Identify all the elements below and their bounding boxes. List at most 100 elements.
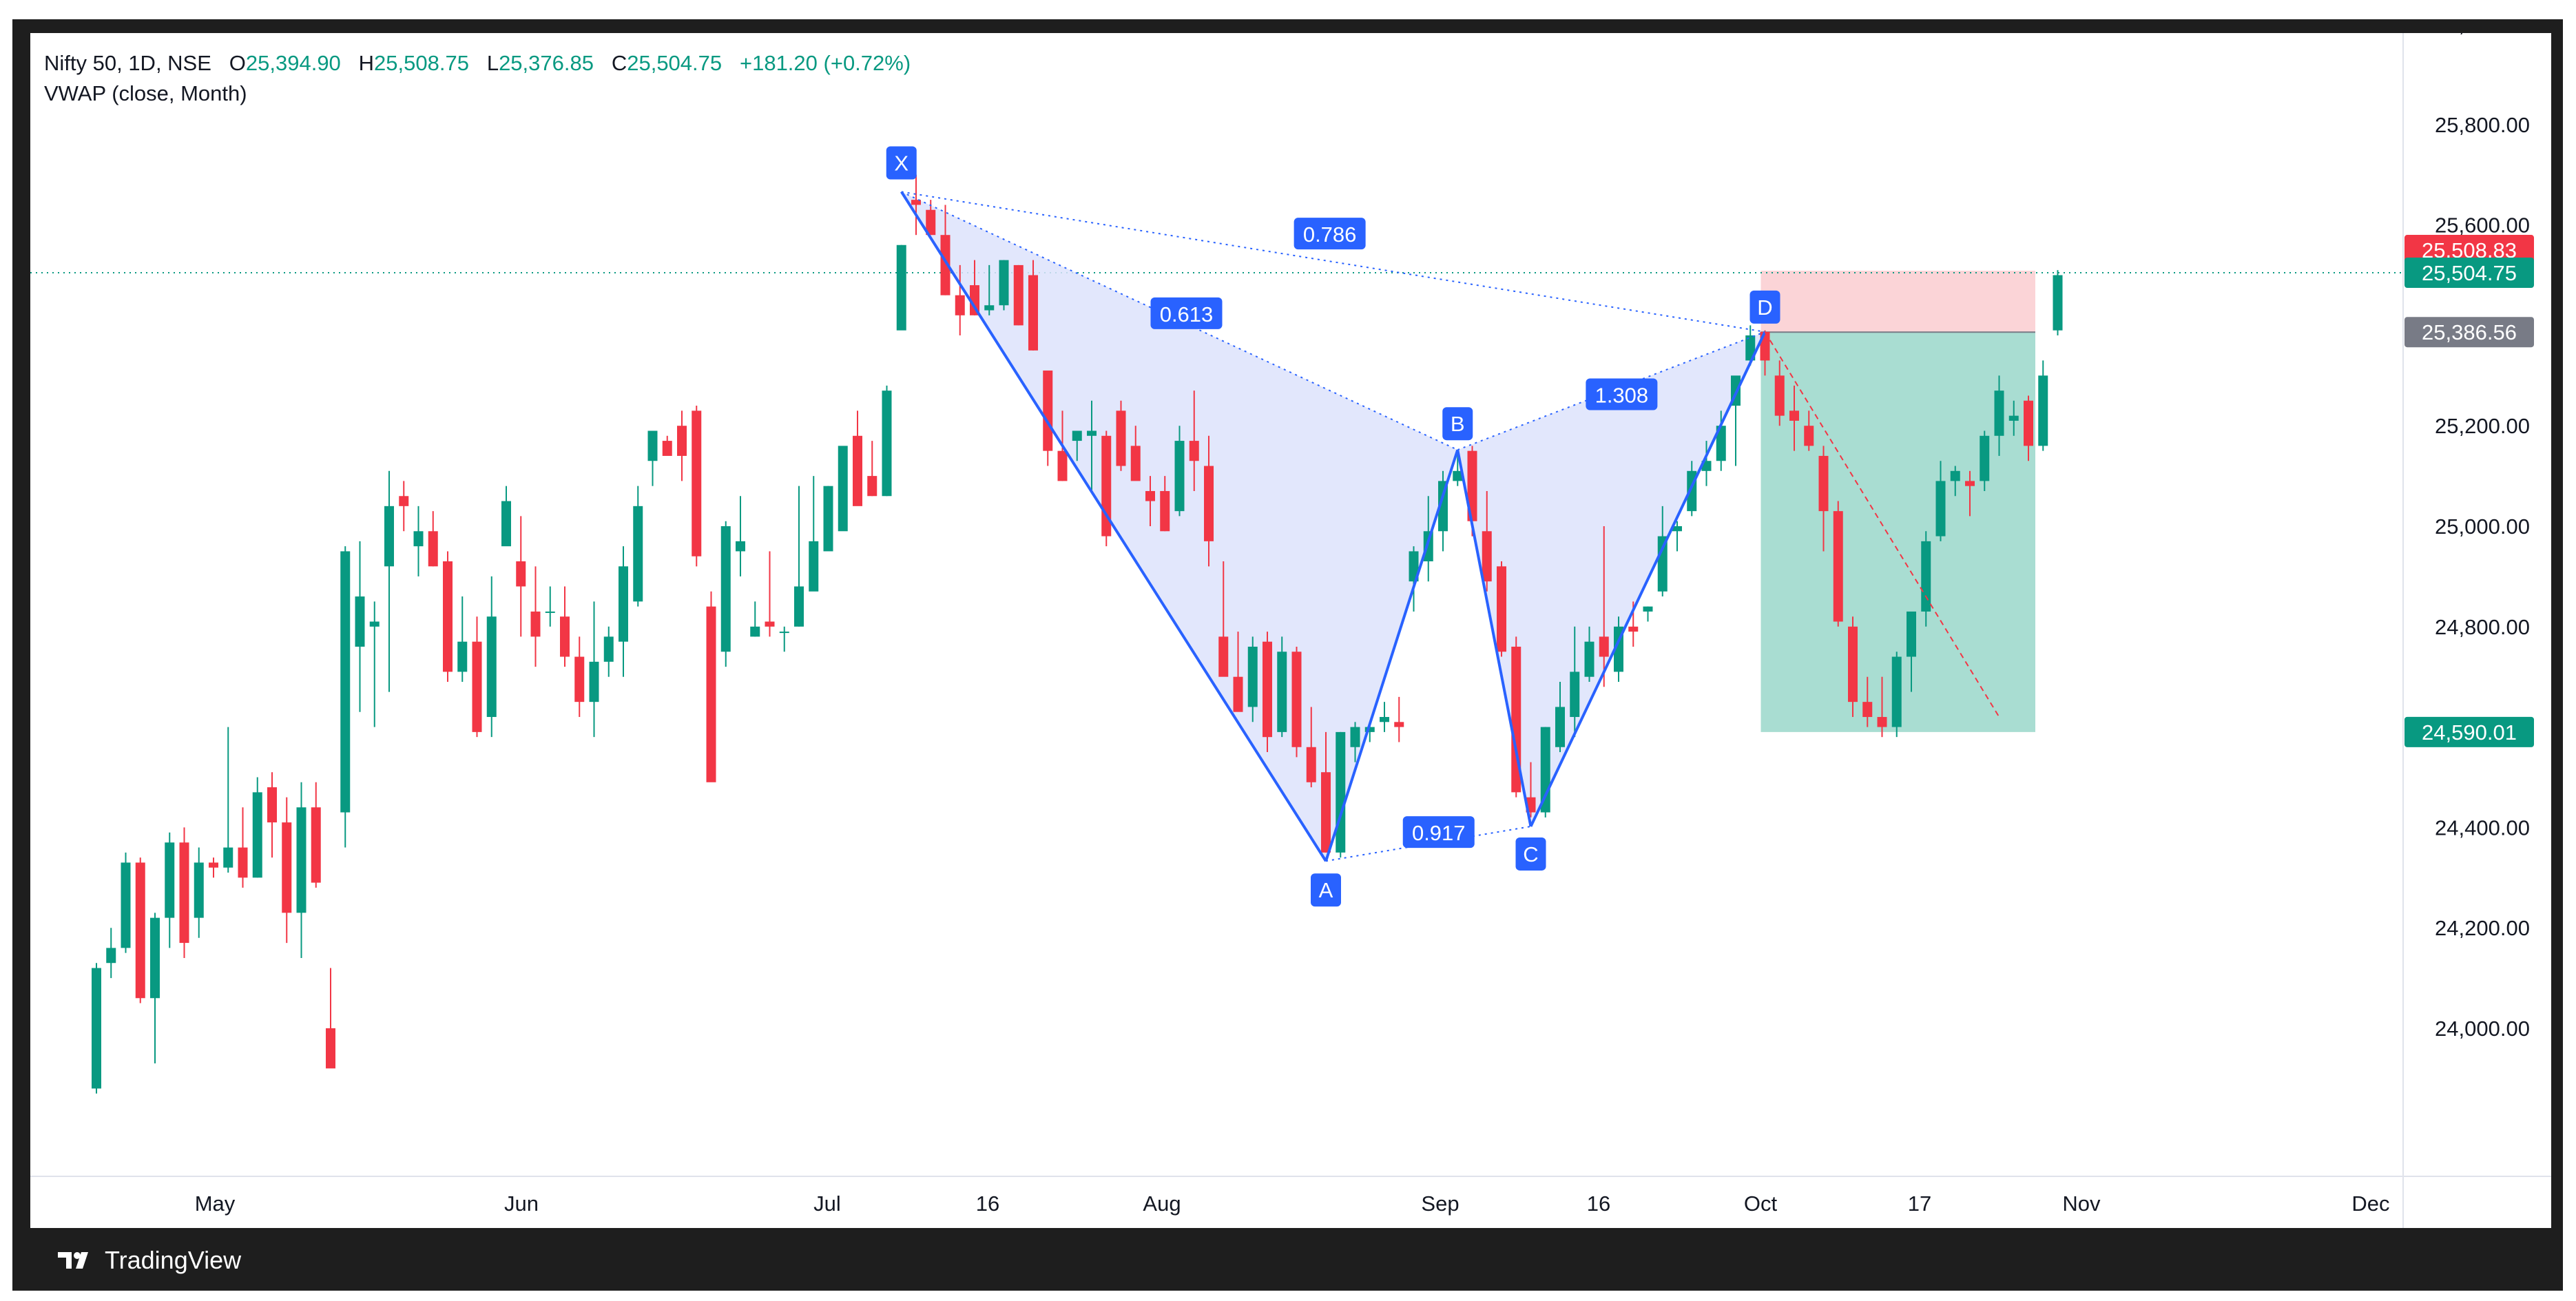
price-tag [2404, 258, 2534, 289]
price-tick-label: 24,000.00 [2435, 1017, 2530, 1041]
candle-down [1321, 772, 1331, 853]
candle-down [926, 209, 936, 236]
candle-down [209, 862, 218, 868]
ratio-label-box [1294, 218, 1366, 250]
candle-down [706, 606, 716, 782]
candle-up [1277, 652, 1287, 732]
candle-up [2008, 415, 2019, 421]
price-tick-label: 24,200.00 [2435, 916, 2530, 940]
candle-down [267, 787, 277, 823]
symbol-legend[interactable]: Nifty 50, 1D, NSE O25,394.90 H25,508.75 … [44, 51, 911, 76]
candle-up [720, 526, 731, 652]
candle-up [619, 566, 628, 642]
point-label-x: X [894, 151, 908, 175]
time-tick-label: 17 [1908, 1191, 1931, 1216]
candle-down [1497, 566, 1506, 652]
point-label-box [1442, 407, 1473, 441]
candle-up [296, 807, 307, 913]
candle-up [1453, 470, 1463, 481]
ratio-label-box [1150, 297, 1223, 329]
candle-down [662, 441, 672, 456]
candle-down [677, 426, 687, 456]
symbol-name: Nifty 50, 1D, NSE [44, 51, 211, 75]
candlestick-chart[interactable]: 0.613 0.786 0.917 1.308 X A B C D 26,000.00 25,800… [30, 33, 2551, 1228]
low-value: 25,376.85 [499, 51, 594, 75]
candle-down [765, 621, 775, 627]
candle-up [999, 260, 1009, 306]
candle-up [413, 531, 424, 547]
candle-down [1482, 531, 1492, 582]
candle-up [1364, 727, 1375, 732]
point-label-d: D [1757, 295, 1772, 320]
candle-up [501, 501, 511, 547]
point-label-box [1311, 873, 1341, 907]
candle-up [633, 506, 643, 602]
low-label: L [486, 51, 499, 75]
price-tick-label: 25,600.00 [2435, 214, 2530, 238]
indicator-name: VWAP (close, Month) [44, 81, 247, 105]
candle-down [238, 847, 248, 878]
candle-down [1848, 626, 1858, 702]
candle-down [443, 561, 453, 672]
candle-down [399, 496, 409, 506]
candle-up [194, 862, 204, 918]
candle-up [545, 611, 555, 613]
candle-down [428, 531, 438, 567]
candle-down [692, 410, 702, 556]
time-tick-label: 16 [976, 1191, 999, 1216]
candle-up [589, 661, 599, 702]
candle-down [1204, 466, 1214, 541]
candle-up [882, 391, 892, 497]
close-label: C [611, 51, 627, 75]
candle-down [530, 611, 541, 637]
candle-up [896, 244, 906, 331]
candle-down [1599, 636, 1609, 657]
chart-pane[interactable]: 0.613 0.786 0.917 1.308 X A B C D 26,000.00 25,800… [30, 33, 2551, 1228]
candle-down [1013, 264, 1024, 326]
candle-up [1921, 541, 1931, 612]
tradingview-logo[interactable]: TradingView [58, 1246, 241, 1275]
candle-up [1380, 717, 1389, 722]
candle-up [1438, 481, 1448, 532]
candle-up [1745, 335, 1756, 361]
ratio-label: 0.786 [1303, 222, 1357, 247]
ratio-label: 1.308 [1595, 384, 1649, 408]
candle-down [1145, 490, 1155, 501]
price-tag-label: 25,386.56 [2422, 320, 2517, 344]
candle-down [135, 862, 145, 999]
time-tick-label: May [195, 1191, 236, 1216]
candle-up [794, 586, 804, 627]
candle-down [2024, 400, 2033, 446]
candle-down [1028, 275, 1038, 351]
candle-down [1043, 371, 1053, 451]
candle-up [486, 616, 497, 718]
candle-up [1935, 481, 1946, 537]
candle-down [1862, 702, 1873, 718]
open-value: 25,394.90 [245, 51, 341, 75]
time-tick-label: Nov [2062, 1191, 2101, 1216]
high-label: H [358, 51, 375, 75]
candle-up [603, 636, 614, 662]
candle-down [1877, 717, 1887, 727]
candle-up [1891, 656, 1902, 727]
point-label-c: C [1523, 842, 1538, 866]
open-label: O [229, 51, 246, 75]
candle-down [1511, 646, 1521, 793]
candle-down [282, 822, 292, 913]
candle-up [121, 862, 131, 948]
price-tick-label: 26,000.00 [2435, 33, 2530, 37]
candle-down [1467, 450, 1477, 521]
candle-up [2053, 275, 2063, 331]
trade-path-line [1764, 331, 2000, 718]
tradingview-logo-icon [58, 1252, 88, 1269]
indicator-legend[interactable]: VWAP (close, Month) [44, 81, 247, 106]
pattern-xab-fill [901, 191, 1458, 862]
time-tick-label: Jul [813, 1191, 841, 1216]
candle-down [1306, 747, 1316, 782]
candle-down [1833, 511, 1843, 622]
point-label-box [1749, 290, 1780, 324]
candle-up [2038, 375, 2048, 446]
price-tick-label: 25,800.00 [2435, 113, 2530, 137]
candle-up [1174, 441, 1185, 512]
